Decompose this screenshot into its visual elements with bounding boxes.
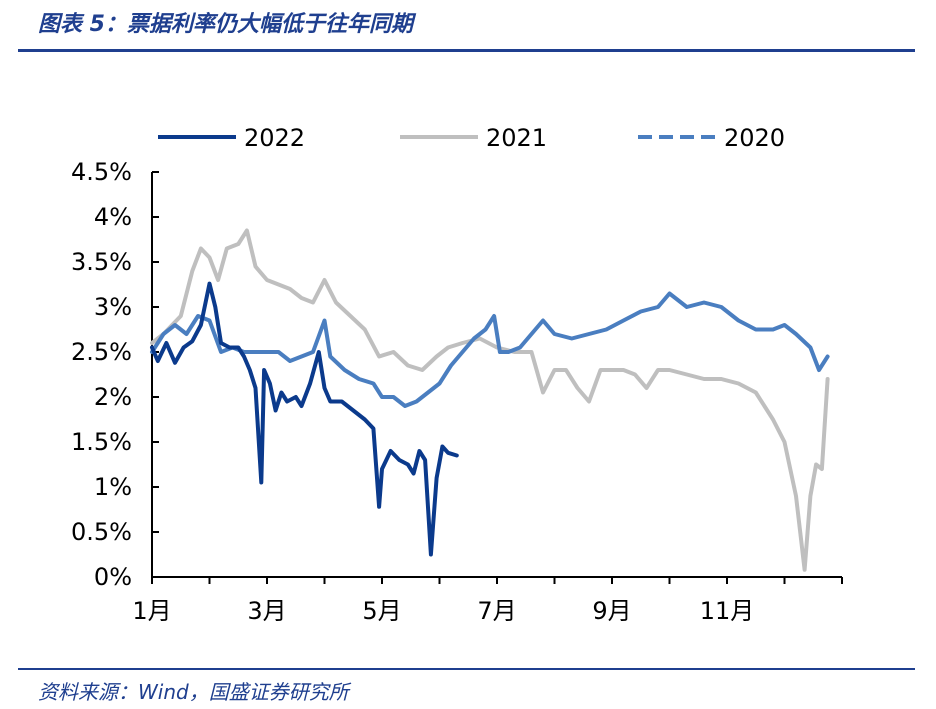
x-tick-label: 1月 [132, 597, 171, 625]
x-tick-label: 9月 [592, 597, 631, 625]
y-tick-label: 4.5% [71, 158, 132, 186]
source-note: 资料来源：Wind，国盛证券研究所 [38, 680, 349, 704]
chart-axes: 0% 0.5% 1% 1.5% 2% 2.5% 3% 3.5% 4% 4.5% 1月 3月 5月 7月 9月… [71, 158, 843, 625]
x-tick-label: 11月 [700, 597, 755, 625]
top-divider [18, 49, 915, 52]
chart-series [150, 228, 830, 572]
series-line-2022 [150, 281, 459, 557]
y-tick-label: 3% [94, 293, 132, 321]
y-tick-label: 1.5% [71, 428, 132, 456]
y-tick-label: 0.5% [71, 518, 132, 546]
x-tick-label: 3月 [247, 597, 286, 625]
series-line-2021 [150, 228, 830, 572]
y-tick-label: 2.5% [71, 338, 132, 366]
y-tick-label: 3.5% [71, 248, 132, 276]
y-tick-label: 0% [94, 563, 132, 591]
series-line-2020 [150, 291, 830, 408]
y-tick-label: 2% [94, 383, 132, 411]
x-tick-label: 7月 [477, 597, 516, 625]
y-tick-label: 1% [94, 473, 132, 501]
chart-legend: 2022 2021 2020 [158, 124, 785, 152]
legend-label-2020: 2020 [724, 124, 785, 152]
legend-label-2022: 2022 [244, 124, 305, 152]
legend-label-2021: 2021 [486, 124, 547, 152]
bottom-divider [18, 668, 915, 670]
x-tick-label: 5月 [362, 597, 401, 625]
chart-title: 图表 5：票据利率仍大幅低于往年同期 [38, 12, 413, 37]
y-tick-label: 4% [94, 203, 132, 231]
